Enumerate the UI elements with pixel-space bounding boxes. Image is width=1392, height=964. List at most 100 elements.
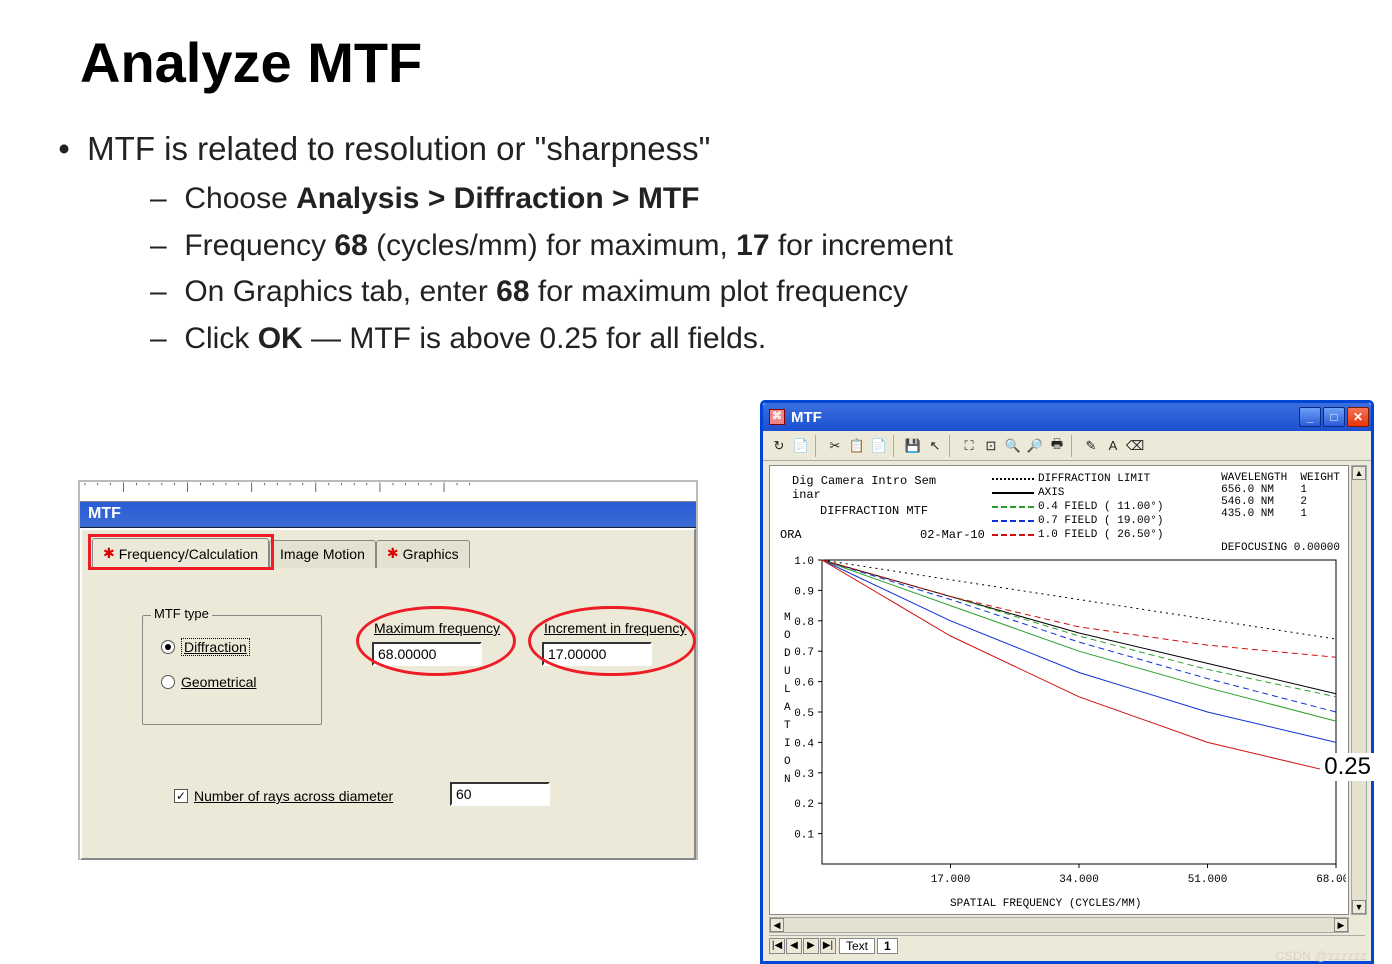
sheet-tab-text[interactable]: Text <box>839 938 875 954</box>
window-title-text: MTF <box>791 409 822 426</box>
horizontal-scrollbar[interactable]: ◀ ▶ <box>769 917 1349 933</box>
legend-axis: AXIS <box>1038 487 1064 499</box>
ruler-row: ' ' ' | ' ' ' ' | ' ' ' ' | ' ' ' ' | ' … <box>80 482 696 502</box>
sub2-pre: Frequency <box>184 229 334 262</box>
tab-nav-first-icon[interactable]: |◀ <box>769 938 785 954</box>
maximize-button[interactable]: □ <box>1323 407 1345 427</box>
svg-text:O: O <box>784 756 791 768</box>
highlight-inc-freq <box>528 606 696 676</box>
tab-graphics[interactable]: ✱ Graphics <box>376 540 470 568</box>
dash-icon: – <box>150 223 176 270</box>
plot-area: Dig Camera Intro Sem inar DIFFRACTION MT… <box>769 465 1349 915</box>
sub4-post: — MTF is above 0.25 for all fields. <box>303 322 767 355</box>
watermark: CSDN @zzzzzz <box>1275 949 1367 963</box>
legend-row: AXIS <box>992 486 1163 500</box>
svg-text:1.0: 1.0 <box>794 556 814 568</box>
sub4-b1: OK <box>258 322 303 355</box>
radio-geometrical[interactable]: Geometrical <box>161 674 256 690</box>
bullet-main: • MTF is related to resolution or "sharp… <box>50 130 1250 168</box>
svg-text:68.000: 68.000 <box>1316 874 1346 886</box>
svg-text:0.8: 0.8 <box>794 617 814 629</box>
pen-icon[interactable]: ✎ <box>1081 436 1101 456</box>
checkbox-icon: ✓ <box>174 789 188 803</box>
svg-text:L: L <box>784 684 791 696</box>
sheet-tab-1[interactable]: 1 <box>877 938 898 954</box>
svg-text:U: U <box>784 666 791 678</box>
zoom-fit-icon[interactable]: ⊡ <box>981 436 1001 456</box>
scroll-up-icon[interactable]: ▲ <box>1352 466 1366 480</box>
group-mtf-type-label: MTF type <box>151 606 212 621</box>
mtf-chart: 1.00.90.80.70.60.50.40.30.20.117.00034.0… <box>776 550 1346 900</box>
legend-row: 0.4 FIELD ( 11.00°) <box>992 500 1163 514</box>
sub3-post: for maximum plot frequency <box>530 275 908 308</box>
app-icon: ⌘ <box>769 409 785 425</box>
wavelength-block: WAVELENGTH WEIGHT 656.0 NM 1 546.0 NM 2 … <box>1221 472 1340 520</box>
paste-icon[interactable]: 📄 <box>869 436 889 456</box>
radio-diffraction[interactable]: Diffraction <box>161 638 250 656</box>
vertical-scrollbar[interactable]: ▲ ▼ <box>1351 465 1367 915</box>
legend-block: DIFFRACTION LIMIT AXIS 0.4 FIELD ( 11.00… <box>992 472 1163 542</box>
dialog-body: ✱ Frequency/Calculation Image Motion ✱ G… <box>80 528 696 860</box>
checkbox-nrays-label: Number of rays across diameter <box>194 788 393 804</box>
minimize-button[interactable]: _ <box>1299 407 1321 427</box>
svg-text:D: D <box>784 648 791 660</box>
slide-bullets: • MTF is related to resolution or "sharp… <box>50 130 1250 362</box>
save-icon[interactable]: 💾 <box>903 436 923 456</box>
svg-text:0.6: 0.6 <box>794 678 814 690</box>
settings-icon[interactable]: 📄 <box>791 436 811 456</box>
group-mtf-type: MTF type Diffraction Geometrical <box>142 615 322 725</box>
wl-row: 656.0 NM 1 <box>1221 484 1340 496</box>
dash-icon: – <box>150 316 176 363</box>
toolbar: ↻ 📄 ✂ 📋 📄 💾 ↖ ⛶ ⊡ 🔍 🔎 🖶 ✎ A ⌫ <box>763 431 1371 461</box>
zoom-out-icon[interactable]: 🔎 <box>1025 436 1045 456</box>
tab-nav-prev-icon[interactable]: ◀ <box>786 938 802 954</box>
tab-nav-last-icon[interactable]: ▶| <box>820 938 836 954</box>
scroll-left-icon[interactable]: ◀ <box>770 918 784 932</box>
refresh-icon[interactable]: ↻ <box>769 436 789 456</box>
legend-row: 1.0 FIELD ( 26.50°) <box>992 528 1163 542</box>
svg-text:0.7: 0.7 <box>794 647 814 659</box>
dash-icon: – <box>150 176 176 223</box>
radio-icon <box>161 640 175 654</box>
tab-nav-next-icon[interactable]: ▶ <box>803 938 819 954</box>
mtf-dialog: ' ' ' | ' ' ' ' | ' ' ' ' | ' ' ' ' | ' … <box>78 480 698 860</box>
copy-icon[interactable]: 📋 <box>847 436 867 456</box>
scroll-down-icon[interactable]: ▼ <box>1352 900 1366 914</box>
slide-title: Analyze MTF <box>80 30 422 95</box>
svg-text:O: O <box>784 630 791 642</box>
bullet-main-text: MTF is related to resolution or "sharpne… <box>87 130 710 167</box>
bullet-dot-icon: • <box>50 130 78 168</box>
svg-text:M: M <box>784 612 791 624</box>
radio-diffraction-label: Diffraction <box>181 638 250 656</box>
highlight-max-freq <box>356 606 516 676</box>
cut-icon[interactable]: ✂ <box>825 436 845 456</box>
svg-text:34.000: 34.000 <box>1059 874 1099 886</box>
tab-image-motion[interactable]: Image Motion <box>269 540 376 568</box>
scroll-right-icon[interactable]: ▶ <box>1334 918 1348 932</box>
plot-header-l2: inar <box>792 488 821 502</box>
erase-icon[interactable]: ⌫ <box>1125 436 1145 456</box>
svg-text:0.9: 0.9 <box>794 586 814 598</box>
sub-bullet-4: – Click OK — MTF is above 0.25 for all f… <box>150 316 1250 363</box>
pointer-icon[interactable]: ↖ <box>925 436 945 456</box>
sub4-pre: Click <box>184 322 257 355</box>
zoom-window-icon[interactable]: ⛶ <box>959 436 979 456</box>
sub3-b1: 68 <box>496 275 529 308</box>
close-button[interactable]: ✕ <box>1347 407 1369 427</box>
svg-text:T: T <box>784 720 791 732</box>
sub1-pre: Choose <box>184 182 296 215</box>
tab-image-motion-label: Image Motion <box>280 546 365 562</box>
input-nrays[interactable]: 60 <box>450 782 550 806</box>
svg-text:0.5: 0.5 <box>794 708 814 720</box>
legend-row: DIFFRACTION LIMIT <box>992 472 1163 486</box>
legend-row: 0.7 FIELD ( 19.00°) <box>992 514 1163 528</box>
text-icon[interactable]: A <box>1103 436 1123 456</box>
dialog-titlebar: MTF <box>80 502 696 528</box>
print-icon[interactable]: 🖶 <box>1047 436 1067 456</box>
checkbox-nrays[interactable]: ✓ Number of rays across diameter <box>174 788 393 804</box>
dialog-title-text: MTF <box>88 505 121 522</box>
sub-bullet-1: – Choose Analysis > Diffraction > MTF <box>150 176 1250 223</box>
window-titlebar[interactable]: ⌘ MTF _ □ ✕ <box>763 403 1371 431</box>
zoom-in-icon[interactable]: 🔍 <box>1003 436 1023 456</box>
separator-icon <box>949 435 955 457</box>
